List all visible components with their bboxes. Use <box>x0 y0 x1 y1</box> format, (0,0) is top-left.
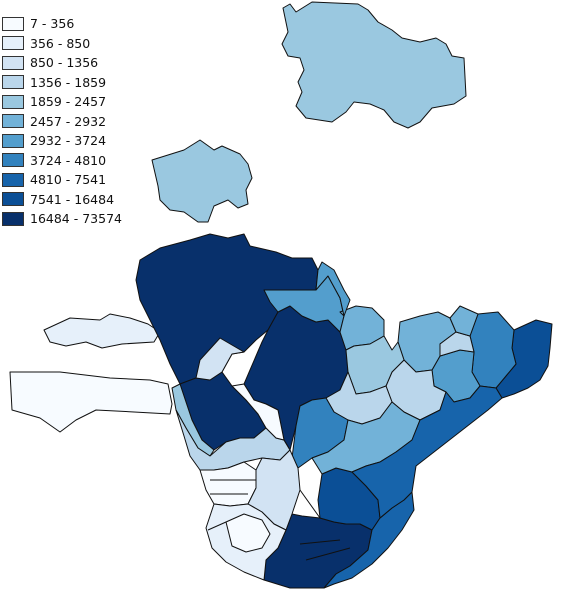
region-north-tract <box>281 1 467 129</box>
legend-label: 1356 - 1859 <box>30 74 107 90</box>
legend-swatch <box>2 36 24 51</box>
legend-label: 7541 - 16484 <box>30 191 115 207</box>
legend-item: 2457 - 2932 <box>2 112 172 132</box>
legend-swatch <box>2 211 24 226</box>
region-west-tract-thin <box>43 313 161 349</box>
legend-label: 4810 - 7541 <box>30 172 107 188</box>
region-mid-tract-c <box>315 261 351 317</box>
legend-swatch <box>2 94 24 109</box>
region-mid-tract-a <box>195 337 245 381</box>
legend-swatch <box>2 16 24 31</box>
region-south-west-tract-b <box>225 513 271 553</box>
region-northwest-tract <box>151 139 253 223</box>
legend-label: 16484 - 73574 <box>30 211 122 227</box>
legend-swatch <box>2 133 24 148</box>
legend-label: 7 - 356 <box>30 16 75 32</box>
legend-swatch <box>2 172 24 187</box>
legend-item: 3724 - 4810 <box>2 151 172 171</box>
legend-item: 4810 - 7541 <box>2 170 172 190</box>
legend-label: 356 - 850 <box>30 35 91 51</box>
region-mid-tract-b <box>231 383 285 441</box>
legend-swatch <box>2 192 24 207</box>
legend-swatch <box>2 153 24 168</box>
legend-label: 2932 - 3724 <box>30 133 107 149</box>
legend-item: 7541 - 16484 <box>2 190 172 210</box>
legend-item: 356 - 850 <box>2 34 172 54</box>
tract-boundary-lines <box>207 439 351 561</box>
legend-swatch <box>2 75 24 90</box>
legend-item: 1356 - 1859 <box>2 73 172 93</box>
region-mid-tract-f <box>449 305 479 337</box>
region-west-tract-far <box>9 371 173 433</box>
legend-item: 16484 - 73574 <box>2 209 172 229</box>
legend-swatch <box>2 55 24 70</box>
legend-item: 850 - 1356 <box>2 53 172 73</box>
legend-swatch <box>2 114 24 129</box>
legend-label: 2457 - 2932 <box>30 113 107 129</box>
legend-item: 7 - 356 <box>2 14 172 34</box>
legend-label: 1859 - 2457 <box>30 94 107 110</box>
legend-item: 2932 - 3724 <box>2 131 172 151</box>
legend-label: 850 - 1356 <box>30 55 99 71</box>
legend-label: 3724 - 4810 <box>30 152 107 168</box>
legend: 7 - 356 356 - 850 850 - 1356 1356 - 1859 185… <box>2 14 172 229</box>
legend-item: 1859 - 2457 <box>2 92 172 112</box>
region-mid-tract-d <box>351 385 503 519</box>
